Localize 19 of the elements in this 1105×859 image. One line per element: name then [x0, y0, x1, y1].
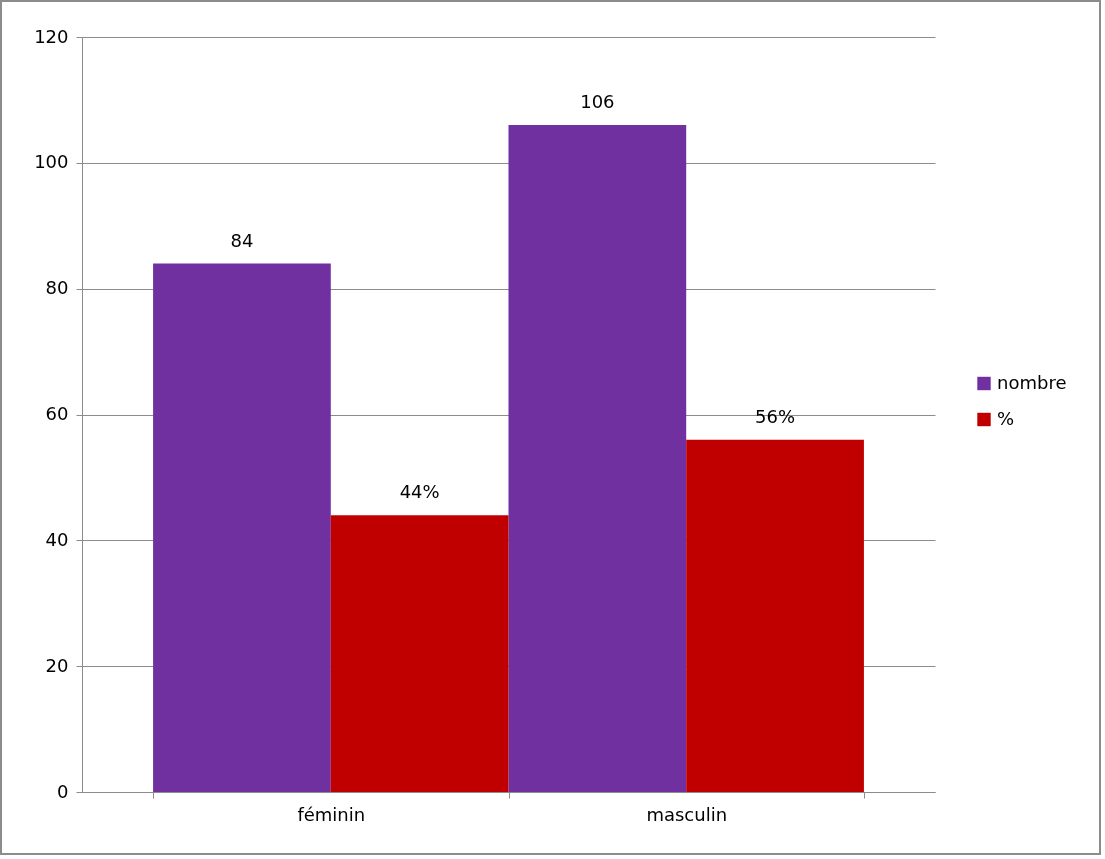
y-tick-label: 20 — [45, 654, 69, 676]
data-label: 44% — [399, 481, 440, 503]
y-tick-label: 60 — [45, 403, 69, 424]
bar — [153, 263, 331, 792]
legend-label: % — [997, 407, 1015, 429]
y-tick-label: 120 — [34, 25, 69, 47]
x-tick-label: masculin — [646, 803, 728, 825]
y-tick-label: 100 — [34, 151, 69, 173]
x-tick-label: féminin — [297, 803, 366, 825]
data-label: 56% — [755, 405, 796, 427]
bar — [508, 125, 687, 792]
y-tick-label: 80 — [45, 277, 69, 299]
data-label: 84 — [230, 229, 254, 251]
data-label: 106 — [580, 91, 615, 113]
bar — [330, 515, 509, 792]
legend-label: nombre — [997, 371, 1067, 393]
y-tick-label: 40 — [45, 528, 69, 550]
y-tick-label: 0 — [57, 780, 69, 802]
bar — [686, 439, 864, 792]
